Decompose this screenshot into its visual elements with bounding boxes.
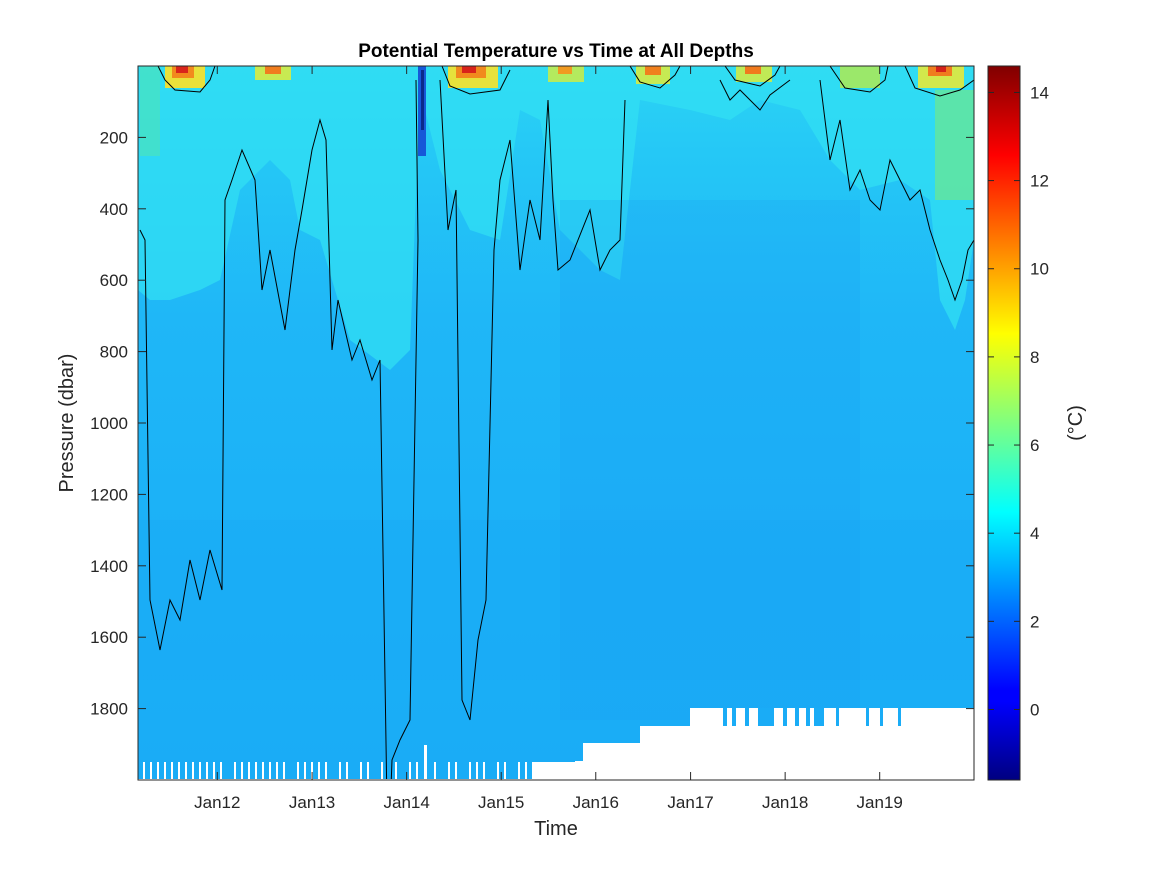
heatmap-area — [138, 66, 974, 780]
colorbar-tick-label: 8 — [1030, 348, 1039, 367]
y-tick-label: 200 — [100, 128, 128, 147]
x-tick-label: Jan13 — [289, 793, 335, 812]
colorbar-tick-label: 4 — [1030, 524, 1039, 543]
x-axis-title: Time — [534, 818, 578, 840]
y-axis-ticks: 200 400 600 800 1000 1200 1400 1600 1800 — [90, 128, 974, 719]
colorbar-label: (°C) — [1065, 405, 1087, 441]
missing-data-stripes — [143, 708, 743, 780]
y-tick-label: 600 — [100, 271, 128, 290]
x-tick-label: Jan12 — [194, 793, 240, 812]
colorbar-tick-label: 0 — [1030, 700, 1039, 719]
y-axis-title: Pressure (dbar) — [56, 354, 78, 493]
y-tick-label: 800 — [100, 343, 128, 362]
y-tick-label: 1600 — [90, 628, 128, 647]
colorbar-tick-label: 2 — [1030, 612, 1039, 631]
contour-lines — [139, 66, 974, 780]
y-tick-label: 1800 — [90, 700, 128, 719]
x-tick-label: Jan15 — [478, 793, 524, 812]
x-tick-label: Jan14 — [383, 793, 429, 812]
colorbar — [987, 65, 1021, 781]
colorbar-ticks: 0 2 4 6 8 10 12 14 — [988, 83, 1049, 719]
y-tick-label: 400 — [100, 200, 128, 219]
chart-title: Potential Temperature vs Time at All Dep… — [358, 41, 754, 62]
y-tick-label: 1000 — [90, 414, 128, 433]
colorbar-tick-label: 14 — [1030, 83, 1049, 102]
x-axis-ticks: Jan12 Jan13 Jan14 Jan15 Jan16 Jan17 Jan18 Jan19 — [194, 66, 903, 812]
missing-data-region — [138, 708, 974, 780]
x-tick-label: Jan19 — [857, 793, 903, 812]
x-tick-label: Jan17 — [667, 793, 713, 812]
surface-warm-patches — [140, 66, 974, 200]
x-tick-label: Jan18 — [762, 793, 808, 812]
y-tick-label: 1400 — [90, 557, 128, 576]
colorbar-tick-label: 12 — [1030, 172, 1049, 191]
y-tick-label: 1200 — [90, 485, 128, 504]
colorbar-tick-label: 6 — [1030, 436, 1039, 455]
data-notch-bars — [723, 708, 901, 726]
colorbar-tick-label: 10 — [1030, 260, 1049, 279]
x-tick-label: Jan16 — [573, 793, 619, 812]
